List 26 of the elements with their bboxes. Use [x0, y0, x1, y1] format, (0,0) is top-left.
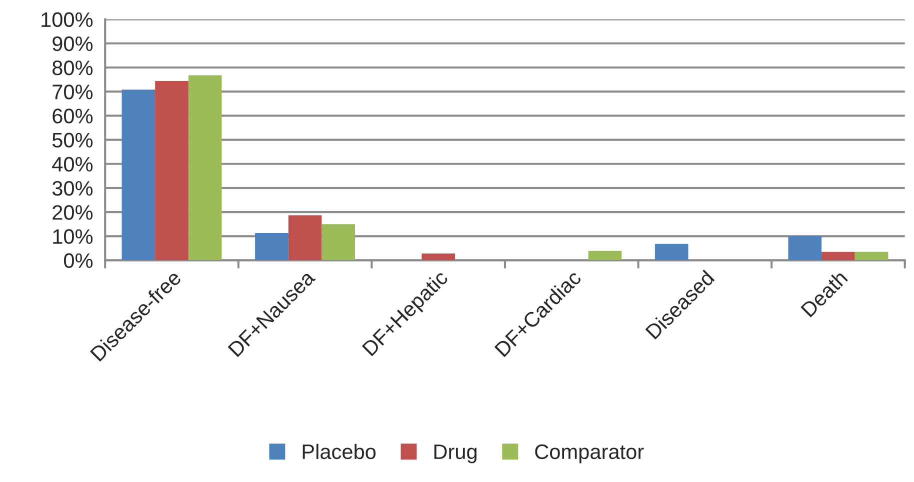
bar	[155, 80, 188, 260]
bar	[822, 252, 855, 260]
bar	[654, 244, 688, 260]
y-tick-label: 60%	[52, 108, 93, 124]
bar	[322, 224, 356, 260]
y-tick-label: 40%	[52, 156, 93, 172]
y-tick-label: 0%	[64, 253, 93, 268]
bar	[288, 215, 322, 260]
bar	[255, 233, 288, 260]
y-tick-label: 20%	[52, 205, 93, 220]
bar	[122, 90, 156, 260]
y-tick-label: 10%	[53, 229, 93, 244]
bar	[588, 250, 622, 260]
legend-label: Comparator	[535, 444, 644, 464]
legend-label: Placebo	[302, 444, 376, 460]
bar	[188, 75, 222, 260]
y-tick-label: 50%	[52, 132, 93, 148]
y-tick-label: 70%	[52, 84, 93, 100]
bar	[854, 252, 888, 260]
bar	[788, 236, 822, 260]
y-tick-label: 30%	[52, 180, 93, 196]
y-tick-label: 80%	[52, 60, 93, 76]
legend-label: Drug	[434, 444, 477, 464]
bar	[422, 254, 455, 260]
y-tick-label: 90%	[52, 36, 93, 52]
y-tick-label: 100%	[42, 12, 93, 28]
